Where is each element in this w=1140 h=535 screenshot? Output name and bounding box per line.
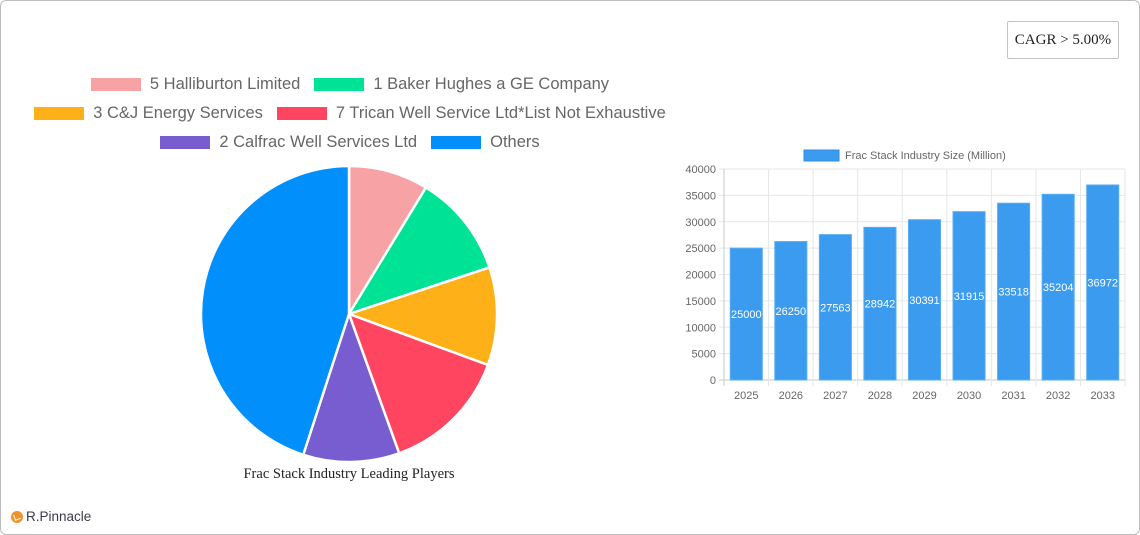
bar-legend-swatch — [803, 149, 840, 162]
legend-label: 1 Baker Hughes a GE Company — [373, 75, 610, 93]
bar-value-label: 33518 — [998, 287, 1029, 299]
y-tick-label: 15000 — [685, 296, 716, 308]
legend-item[interactable]: 1 Baker Hughes a GE Company — [314, 75, 609, 94]
y-tick-label: 35000 — [685, 190, 716, 202]
x-tick-label: 2026 — [779, 390, 803, 402]
legend-label: 7 Trican Well Service Ltd*List Not Exhau… — [335, 104, 666, 122]
bar[interactable] — [1041, 193, 1075, 381]
bar-value-label: 30391 — [909, 295, 940, 307]
bar-legend-label: Frac Stack Industry Size (Million) — [845, 150, 1006, 162]
bar[interactable] — [863, 226, 897, 381]
y-tick-label: 25000 — [685, 243, 716, 255]
bar-value-label: 28942 — [865, 299, 896, 311]
bar-value-label: 27563 — [820, 302, 851, 314]
bar[interactable] — [997, 202, 1031, 381]
x-tick-label: 2032 — [1046, 390, 1070, 402]
pie-slice[interactable] — [345, 265, 499, 367]
x-tick-label: 2027 — [823, 390, 847, 402]
bar-value-label: 36972 — [1087, 277, 1118, 289]
y-tick-label: 5000 — [692, 349, 716, 361]
bar[interactable] — [952, 211, 986, 381]
x-tick-label: 2029 — [912, 390, 936, 402]
legend-swatch — [34, 107, 85, 120]
pie-slice[interactable] — [346, 185, 492, 317]
legend-row: 3 C&J Energy Services 7 Trican Well Servi… — [0, 104, 700, 123]
legend-label: 5 Halliburton Limited — [149, 75, 301, 93]
y-tick-label: 30000 — [685, 217, 716, 229]
legend-swatch — [431, 136, 482, 149]
pie-slice[interactable] — [301, 310, 401, 464]
y-tick-label: 20000 — [685, 270, 716, 282]
legend-swatch — [314, 78, 365, 91]
x-tick-label: 2033 — [1090, 390, 1114, 402]
y-tick-label: 10000 — [685, 322, 716, 334]
legend-item[interactable]: Others — [431, 133, 540, 152]
bar[interactable] — [774, 241, 808, 381]
bar[interactable] — [818, 234, 852, 381]
bar[interactable] — [907, 219, 942, 381]
brand-logo: R.Pinnacle — [11, 509, 91, 524]
bar[interactable] — [729, 247, 763, 381]
bar-chart: Frac Stack Industry Size (Million) 0 5000 1… — [680, 140, 1140, 410]
bar-value-label: 25000 — [731, 309, 762, 321]
pie-slice[interactable] — [199, 164, 351, 457]
legend-item[interactable]: 5 Halliburton Limited — [90, 75, 301, 94]
legend-swatch — [276, 107, 327, 120]
legend-label: Others — [490, 133, 540, 151]
legend-row: 2 Calfrac Well Services Ltd Others — [0, 133, 700, 152]
x-tick-label: 2030 — [957, 390, 981, 402]
legend-item[interactable]: 7 Trican Well Service Ltd*List Not Exhau… — [276, 104, 666, 123]
x-tick-label: 2025 — [734, 390, 758, 402]
brand-name: R.Pinnacle — [26, 509, 92, 524]
legend-label: 3 C&J Energy Services — [93, 104, 263, 122]
pinnacle-logo-icon — [11, 510, 23, 523]
y-tick-label: 0 — [710, 375, 716, 387]
legend-label: 2 Calfrac Well Services Ltd — [219, 133, 418, 151]
legend-item[interactable]: 2 Calfrac Well Services Ltd — [160, 133, 417, 152]
pie-slice[interactable] — [346, 311, 490, 455]
pie-chart — [199, 164, 499, 464]
pie-chart-title: Frac Stack Industry Leading Players — [243, 466, 455, 482]
legend-swatch — [160, 136, 211, 149]
legend-row: 5 Halliburton Limited 1 Baker Hughes a GE… — [0, 75, 700, 94]
cagr-badge: CAGR > 5.00% — [1007, 21, 1119, 59]
bar[interactable] — [1086, 184, 1120, 381]
bar-value-label: 26250 — [776, 306, 807, 318]
y-tick-label: 40000 — [685, 164, 716, 176]
x-tick-label: 2031 — [1001, 390, 1025, 402]
legend-swatch — [90, 78, 141, 91]
bar-value-label: 35204 — [1043, 282, 1074, 294]
bar-value-label: 31915 — [954, 291, 985, 303]
x-tick-label: 2028 — [868, 390, 892, 402]
legend-item[interactable]: 3 C&J Energy Services — [34, 104, 263, 123]
